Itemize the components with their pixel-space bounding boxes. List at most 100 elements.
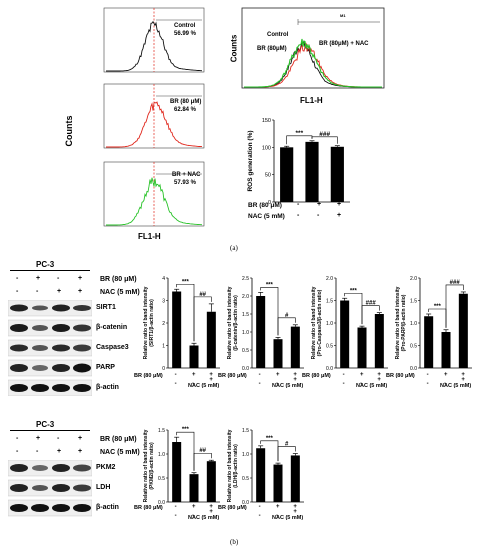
treatment-sign: + <box>461 377 465 383</box>
treatment-sign: + <box>377 372 381 378</box>
y-tick-label: 1 <box>162 344 165 350</box>
treatment-sign: - <box>342 372 345 378</box>
y-tick-label: 2 <box>162 321 165 327</box>
y-tick-label: 1.0 <box>158 452 165 458</box>
sig-bracket: ## <box>193 448 212 471</box>
blot1-cell-line-bar <box>10 270 90 271</box>
protein-bcatenin: β-catenin <box>96 324 128 331</box>
blot2-bands <box>8 460 92 517</box>
blot1-row1-label: BR (80 μM) <box>100 276 137 283</box>
bar <box>256 296 266 368</box>
treatment-sign: + <box>444 372 448 378</box>
protein-parp: PARP <box>96 364 115 371</box>
protein-caspase3: Caspase3 <box>96 344 129 351</box>
sig-label: ## <box>199 292 206 298</box>
bar <box>172 291 182 368</box>
treatment-label: BR (80 μM) <box>218 505 247 511</box>
overlay-counts-label: Counts <box>229 34 239 63</box>
treatment-sign: - <box>258 372 261 378</box>
ros-generation-chart: 0 50 100 150 ROS generation (%) *** ### <box>247 118 350 206</box>
treatment-label: BR (80 μM) <box>134 505 163 511</box>
bar <box>206 461 216 502</box>
treatment-label: NAC (5 mM) <box>188 383 220 389</box>
sig-label: *** <box>434 304 442 310</box>
treatment-sign: - <box>276 381 278 387</box>
y-tick-label: 1.5 <box>242 312 249 318</box>
sig-label: ## <box>199 448 206 454</box>
bar <box>273 339 283 368</box>
y-axis-label: Relative ratio of band intensity(PKM2/β-… <box>143 429 155 502</box>
y-tick-label: 2.0 <box>410 276 417 282</box>
blot1-row1-sign: - <box>16 275 19 282</box>
blot2-row2-sign: + <box>78 448 83 455</box>
treatment-label: NAC (5 mM) <box>440 383 472 389</box>
treatment-sign: - <box>426 372 429 378</box>
y-axis-label: Relative ratio of band intensity(Pro-Cas… <box>311 286 323 359</box>
histogram-br <box>103 83 205 149</box>
protein-bactin-2: β-actin <box>96 504 119 511</box>
y-tick-label: 3 <box>162 299 165 305</box>
bar <box>273 464 283 502</box>
bar <box>340 300 350 368</box>
bar <box>424 316 434 368</box>
bar <box>280 147 294 202</box>
band-row-bactin2 <box>8 499 92 517</box>
treatment-sign: + <box>276 372 280 378</box>
protein-pkm2: PKM2 <box>96 464 116 471</box>
band-row-bactin <box>8 379 92 396</box>
y-tick-label: 150 <box>262 118 271 124</box>
treatment-sign: + <box>293 372 297 378</box>
y-tick-label: 4 <box>162 276 165 282</box>
band-row-parp <box>8 359 92 377</box>
treatment-sign: - <box>276 513 278 519</box>
treatment-sign: + <box>293 504 297 510</box>
panel-a-tag: (a) <box>230 244 238 252</box>
bar <box>441 332 451 368</box>
sig-label: # <box>285 313 289 319</box>
blot1-row2-sign: + <box>78 288 83 295</box>
y-tick-label: 1.0 <box>410 321 417 327</box>
blot2-row1-sign: + <box>36 435 41 442</box>
blot2-row2-label: NAC (5 mM) <box>100 449 140 456</box>
bar <box>290 326 300 368</box>
sig-label: ### <box>319 131 330 138</box>
y-tick-label: 2.0 <box>326 276 333 282</box>
y-tick-label: 0.0 <box>326 366 333 372</box>
y-tick-label: 1.0 <box>326 321 333 327</box>
protein-bactin: β-actin <box>96 384 119 391</box>
brnac-label: BR + NAC <box>172 172 201 178</box>
y-tick-label: 1.5 <box>410 299 417 305</box>
blot2-row1-sign: - <box>57 435 60 442</box>
y-tick-label: 0 <box>268 200 271 206</box>
y-axis-label: Relative ratio of band intensity(β-caten… <box>227 286 239 359</box>
blot2-row2-sign: - <box>16 448 19 455</box>
histogram-control <box>103 7 205 73</box>
blot2-row1-sign: + <box>78 435 83 442</box>
ros-row2-label: NAC (5 mM) <box>248 213 285 220</box>
blot1-row1-sign: - <box>57 275 60 282</box>
treatment-label: NAC (5 mM) <box>272 515 304 521</box>
treatment-sign: + <box>192 372 196 378</box>
sig-bracket: ### <box>361 301 380 325</box>
sig-label: *** <box>182 279 190 285</box>
y-tick-label: 1.5 <box>158 428 165 434</box>
control-label: Control <box>174 23 196 29</box>
treatment-label: BR (80 μM) <box>134 373 163 379</box>
bar <box>189 474 199 502</box>
y-tick-label: 0.0 <box>410 366 417 372</box>
band-row-sirt1 <box>8 300 92 317</box>
ros-row2-sign: - <box>317 212 320 219</box>
y-tick-label: 100 <box>262 145 271 151</box>
y-tick-label: 0 <box>162 366 165 372</box>
blot1-row2-sign: + <box>57 288 62 295</box>
treatment-label: BR (80 μM) <box>386 373 415 379</box>
sig-bracket: # <box>277 442 296 462</box>
treatment-sign: + <box>209 504 213 510</box>
y-tick-label: 1.0 <box>242 452 249 458</box>
blot1-row2-sign: - <box>16 288 19 295</box>
treatment-sign: - <box>444 381 446 387</box>
treatment-sign: - <box>258 381 261 387</box>
treatment-sign: + <box>360 372 364 378</box>
treatment-sign: + <box>209 372 213 378</box>
